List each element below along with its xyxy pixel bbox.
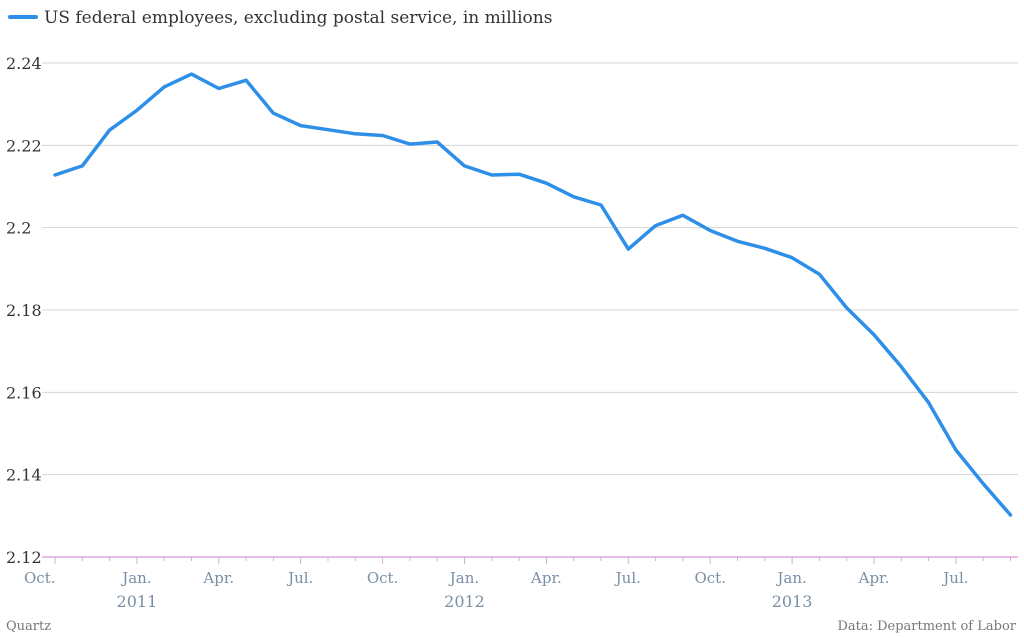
x-axis: Oct. Jan. Apr. Jul. Oct. Jan. Apr. Jul. Oct. Jan.… <box>24 556 1018 611</box>
y-tick-label: 2.22 <box>6 136 42 155</box>
x-year-label: 2013 <box>772 592 813 611</box>
legend-label: US federal employees, excluding postal s… <box>44 8 552 28</box>
grid-lines <box>42 62 1018 476</box>
y-tick-label: 2.12 <box>6 548 42 567</box>
x-tick-label: Jul. <box>614 569 641 587</box>
x-tick-label: Oct. <box>367 569 399 587</box>
x-tick-label: Jul. <box>941 569 968 587</box>
y-tick-label: 2.18 <box>6 301 42 320</box>
x-tick-label: Apr. <box>858 569 890 587</box>
x-year-label: 2011 <box>117 592 158 611</box>
x-tick-label: Oct. <box>24 569 56 587</box>
footer-source-right: Data: Department of Labor <box>837 619 1016 634</box>
y-axis: 2.12 2.14 2.16 2.18 2.2 2.22 2.24 <box>6 54 42 567</box>
y-tick-label: 2.14 <box>6 466 42 485</box>
legend: US federal employees, excluding postal s… <box>8 8 552 28</box>
x-tick-label: Apr. <box>202 569 234 587</box>
footer-source-left: Quartz <box>6 619 51 634</box>
x-tick-label: Jul. <box>286 569 313 587</box>
series-line <box>53 72 1013 517</box>
x-tick-label: Jan. <box>448 569 479 587</box>
x-tick-label: Oct. <box>694 569 726 587</box>
y-tick-label: 2.24 <box>6 54 42 73</box>
y-tick-label: 2.2 <box>6 219 31 238</box>
x-tick-label: Apr. <box>530 569 562 587</box>
series-layer <box>53 72 1013 517</box>
x-tick-label: Jan. <box>120 569 151 587</box>
y-tick-label: 2.16 <box>6 383 42 402</box>
x-year-label: 2012 <box>444 592 485 611</box>
x-tick-label: Jan. <box>775 569 806 587</box>
